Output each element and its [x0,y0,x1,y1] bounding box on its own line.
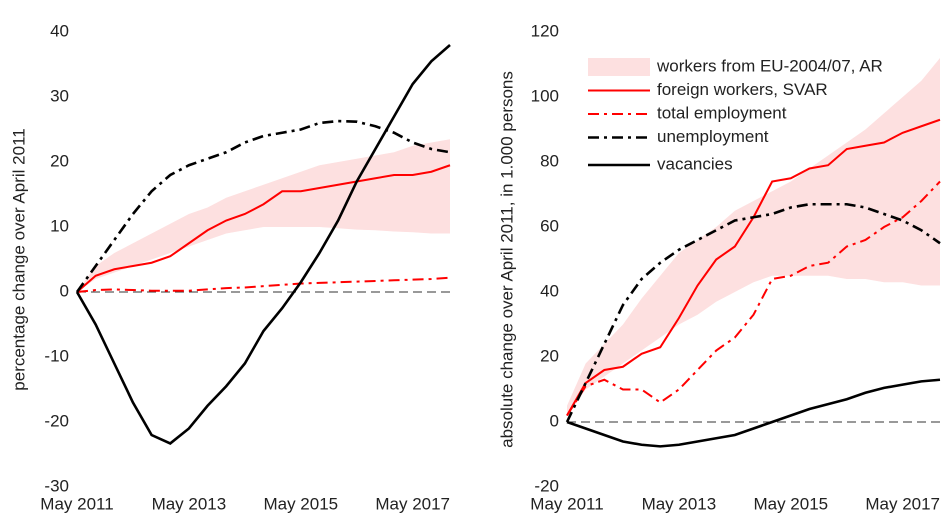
confidence-band [77,139,450,292]
series-line [566,180,941,417]
y-tick-label: 60 [540,216,559,235]
y-tick-label: -20 [44,411,69,430]
y-tick-label: 100 [531,86,559,105]
y-tick-label: -20 [534,476,559,495]
x-tick-label: May 2017 [865,494,940,513]
y-tick-label: 40 [50,21,69,40]
series-line [76,276,451,293]
y-tick-label: 40 [540,281,559,300]
legend-label: foreign workers, SVAR [657,80,828,99]
legend-label: total employment [657,103,787,122]
series-line [565,202,941,423]
y-tick-label: 20 [540,346,559,365]
x-tick-label: May 2011 [530,494,603,513]
y-tick-label: -30 [44,476,69,495]
legend-label: unemployment [657,127,769,146]
y-tick-label: 30 [50,86,69,105]
x-tick-label: May 2017 [375,494,450,513]
y-tick-label: 80 [540,151,559,170]
series-line [75,119,451,293]
legend-label: vacancies [657,154,733,173]
y-tick-label: 0 [550,411,559,430]
y-tick-label: 20 [50,151,69,170]
series-line [75,44,451,445]
confidence-band [567,58,940,416]
y-tick-label: 0 [60,281,69,300]
x-tick-label: May 2011 [40,494,113,513]
y-axis-label: absolute change over April 2011, in 1.00… [497,71,516,448]
y-axis-label: percentage change over April 2011 [9,128,28,390]
y-tick-label: 120 [531,21,559,40]
x-tick-label: May 2015 [263,494,338,513]
y-tick-label: 10 [50,216,69,235]
y-tick-label: -10 [44,346,69,365]
x-tick-label: May 2013 [642,494,717,513]
x-tick-label: May 2015 [753,494,828,513]
x-tick-label: May 2013 [152,494,227,513]
legend-label: workers from EU-2004/07, AR [656,56,883,75]
legend-swatch [588,58,650,76]
series-line [566,378,941,448]
series-line [76,164,451,293]
